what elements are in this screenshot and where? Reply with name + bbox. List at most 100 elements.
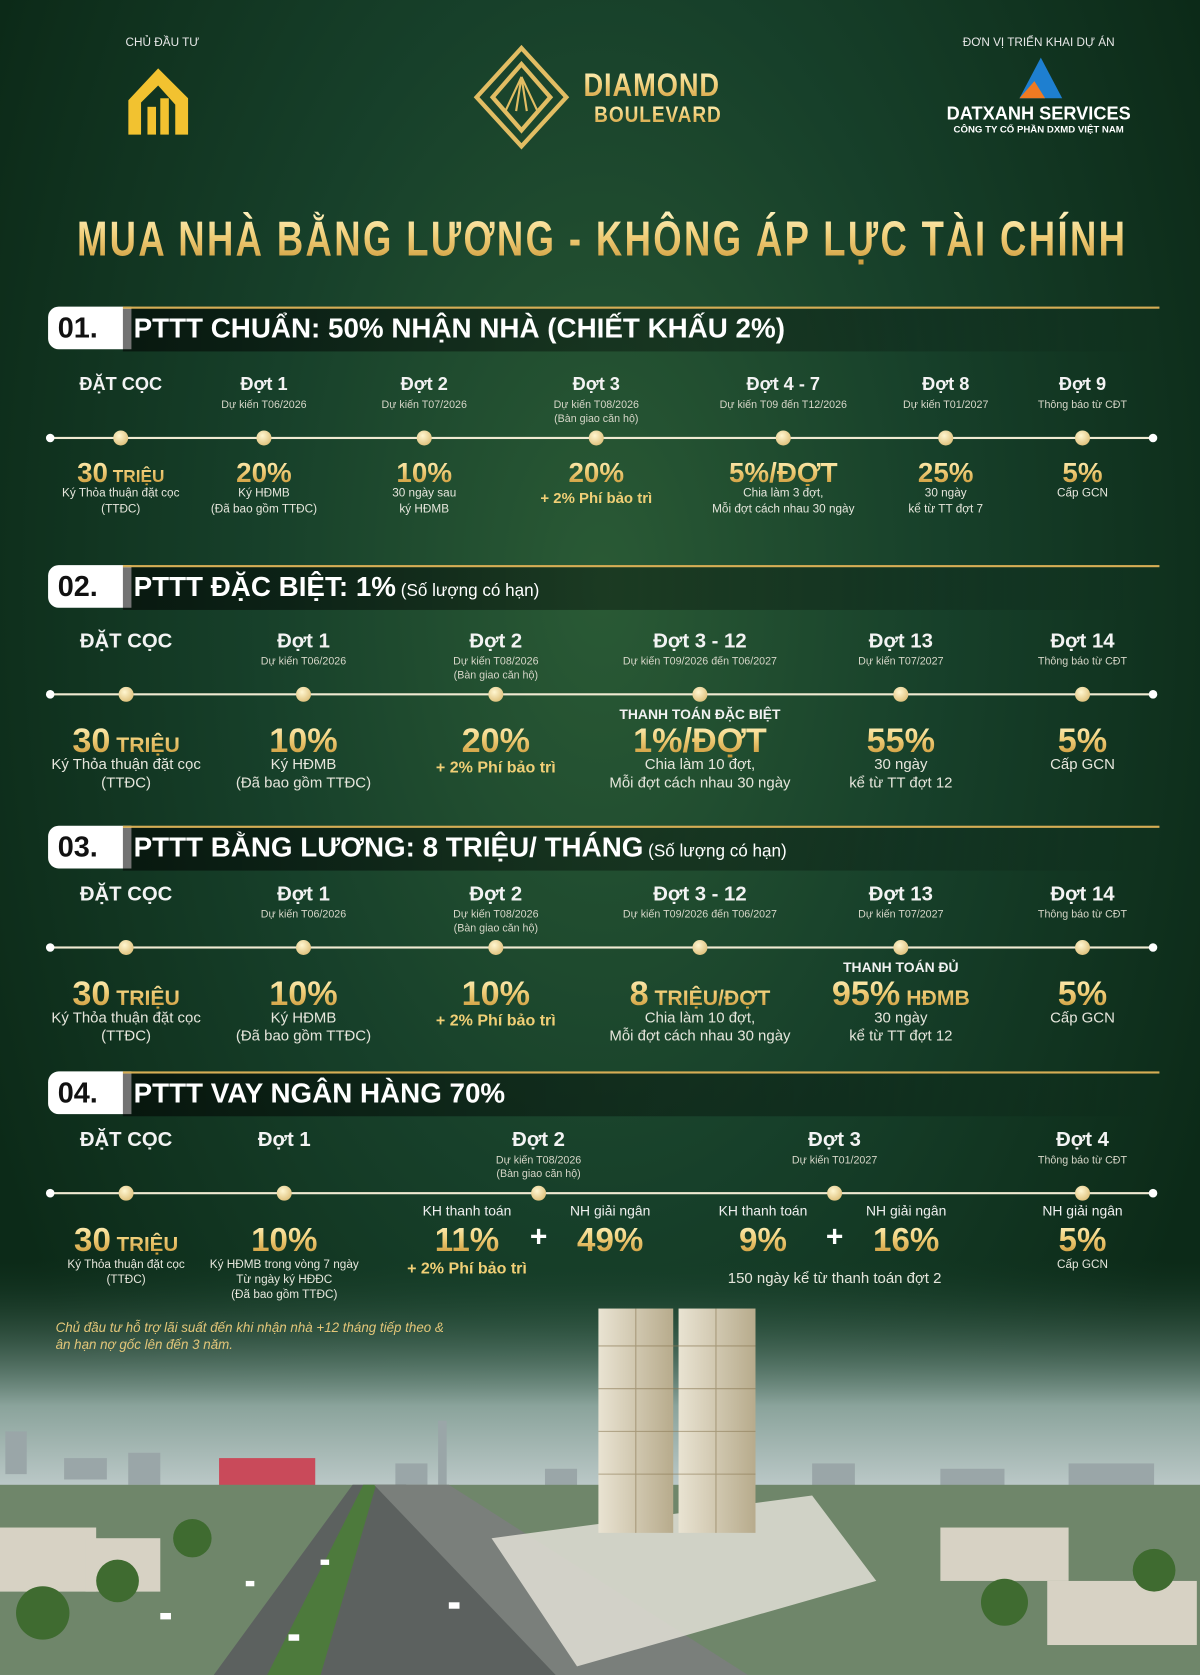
step-label: ĐẶT CỌC <box>79 373 163 395</box>
step-desc: Chia làm 10 đợt, <box>644 1008 756 1026</box>
timeline-dot <box>692 686 708 702</box>
step-desc: 30 ngày <box>874 755 928 773</box>
step-value: 20% <box>236 458 292 486</box>
timeline-dot <box>1075 430 1090 446</box>
value-unit: HĐMB <box>900 987 970 1011</box>
section-title-text: PTTT CHUẨN: 50% NHẬN NHÀ (CHIẾT KHẤU 2%) <box>133 311 785 344</box>
step-desc: Ký Thỏa thuận đặt cọc <box>51 1008 201 1026</box>
timeline <box>48 946 1156 949</box>
step-label: Đợt 14 <box>1050 883 1115 906</box>
section-title: PTTT ĐẶC BIỆT: 1% (Số lượng có hạn) <box>134 565 540 613</box>
timeline-dot <box>488 686 504 702</box>
section-bar: PTTT BẰNG LƯƠNG: 8 TRIỆU/ THÁNG (Số lượn… <box>122 825 1160 874</box>
timeline-dot <box>256 430 272 446</box>
timeline-dot <box>118 940 134 955</box>
timeline-dot <box>416 430 432 446</box>
step-desc: ký HĐMB <box>399 503 450 516</box>
part-caption: NH giải ngân <box>1042 1202 1123 1219</box>
timeline-dot <box>775 430 791 446</box>
developer-name: DATXANH SERVICES <box>946 103 1131 124</box>
step-schedule: Dự kiến T06/2026 <box>221 399 307 412</box>
step-label: Đợt 2 <box>469 883 523 906</box>
part-value: 49% <box>577 1220 644 1258</box>
part-value: 9% <box>739 1220 787 1258</box>
value-number: 5% <box>1057 974 1108 1013</box>
section-note: (Số lượng có hạn) <box>643 842 787 861</box>
timeline-dot <box>588 430 604 446</box>
timeline-end <box>1148 943 1158 952</box>
developer-logo <box>1019 57 1063 99</box>
step-label: Đợt 8 <box>922 373 970 395</box>
step-value: 30 TRIỆU <box>74 1223 178 1256</box>
step-value: 30 TRIỆU <box>77 458 164 486</box>
step-schedule: Dự kiến T01/2027 <box>903 399 989 412</box>
timeline-dot <box>118 1185 134 1201</box>
step-schedule: Dự kiến T07/2027 <box>858 655 944 668</box>
value-number: 30 <box>72 721 111 760</box>
step-label: Đợt 2 <box>469 630 523 653</box>
step-desc: 30 ngày <box>874 1008 928 1026</box>
step-schedule: Dự kiến T01/2027 <box>791 1154 878 1167</box>
step-desc: (TTĐC) <box>101 1026 152 1044</box>
part-value: 11% <box>434 1220 500 1258</box>
timeline-dot <box>113 430 129 446</box>
section-number: 03. <box>48 825 132 869</box>
step-label: Đợt 3 <box>808 1129 861 1152</box>
section-title: PTTT BẰNG LƯƠNG: 8 TRIỆU/ THÁNG (Số lượn… <box>134 826 787 874</box>
step-schedule-note: (Bàn giao căn hộ) <box>453 669 539 682</box>
step-value: 10% <box>269 976 337 1010</box>
step-value: 20% <box>462 723 530 757</box>
part-caption: KH thanh toán <box>422 1202 512 1219</box>
step-desc: Từ ngày ký HĐĐC <box>236 1273 333 1287</box>
step-desc: (TTĐC) <box>106 1273 146 1287</box>
step-desc: (Đã bao gồm TTĐC) <box>235 1026 372 1044</box>
joiner: + <box>529 1219 548 1253</box>
step-label: Đợt 1 <box>240 373 288 395</box>
value-number: 10% <box>269 721 338 760</box>
timeline-end <box>1148 433 1158 443</box>
step-desc: (TTĐC) <box>101 773 152 791</box>
step-value: 5% <box>1058 723 1107 757</box>
timeline <box>48 1192 1156 1195</box>
step-desc: Ký Thỏa thuận đặt cọc <box>51 755 201 773</box>
step-desc: kể từ TT đợt 7 <box>908 503 984 516</box>
section-number: 04. <box>48 1071 132 1115</box>
step-pre: THANH TOÁN ĐỦ <box>843 959 959 976</box>
city-scene <box>0 1260 1200 1675</box>
step-schedule: Dự kiến T09/2026 đến T06/2027 <box>622 655 777 668</box>
step-label: Đợt 9 <box>1058 373 1107 395</box>
step-extra: + 2% Phí bảo trì <box>435 758 556 777</box>
timeline-dot <box>893 686 909 702</box>
brand-logo <box>473 44 570 150</box>
section-bar: PTTT CHUẨN: 50% NHẬN NHÀ (CHIẾT KHẤU 2%) <box>122 306 1160 352</box>
step-desc: Mỗi đợt cách nhau 30 ngày <box>609 1026 791 1044</box>
step-label: Đợt 4 <box>1056 1129 1109 1152</box>
developer-label: ĐƠN VỊ TRIỂN KHAI DỰ ÁN <box>962 36 1115 50</box>
section-title-text: PTTT BẰNG LƯƠNG: 8 TRIỆU/ THÁNG <box>133 831 644 864</box>
timeline-dot <box>118 686 134 702</box>
timeline-end <box>1148 690 1158 699</box>
timeline-dot <box>938 430 954 446</box>
section-title: PTTT CHUẨN: 50% NHẬN NHÀ (CHIẾT KHẤU 2%) <box>134 307 785 350</box>
step-schedule: Dự kiến T08/2026 <box>453 655 539 668</box>
timeline-dot <box>276 1185 292 1201</box>
value-unit: TRIỆU <box>110 987 180 1011</box>
step-desc: kể từ TT đợt 12 <box>849 773 953 791</box>
part-caption: KH thanh toán <box>718 1202 808 1219</box>
step-desc: Chia làm 3 đợt, <box>743 487 824 500</box>
step-label: ĐẶT CỌC <box>79 1129 173 1152</box>
timeline-dot <box>1075 940 1090 955</box>
value-unit: TRIỆU <box>110 1233 179 1256</box>
step-desc: 30 ngày sau <box>392 487 457 500</box>
footnote: Chủ đầu tư hỗ trợ lãi suất đến khi nhận … <box>55 1320 444 1336</box>
step-desc: Ký Thỏa thuận đặt cọc <box>62 487 180 500</box>
brand-name: DIAMOND <box>583 68 721 104</box>
timeline-dot <box>531 1185 547 1201</box>
step-value: 10% <box>462 976 530 1010</box>
step-schedule: Dự kiến T06/2026 <box>260 655 347 668</box>
step-desc: Mỗi đợt cách nhau 30 ngày <box>712 503 855 516</box>
value-unit: TRIỆU/ĐỢT <box>648 987 771 1011</box>
value-number: 10% <box>461 974 531 1013</box>
step-desc: Cấp GCN <box>1057 487 1108 500</box>
